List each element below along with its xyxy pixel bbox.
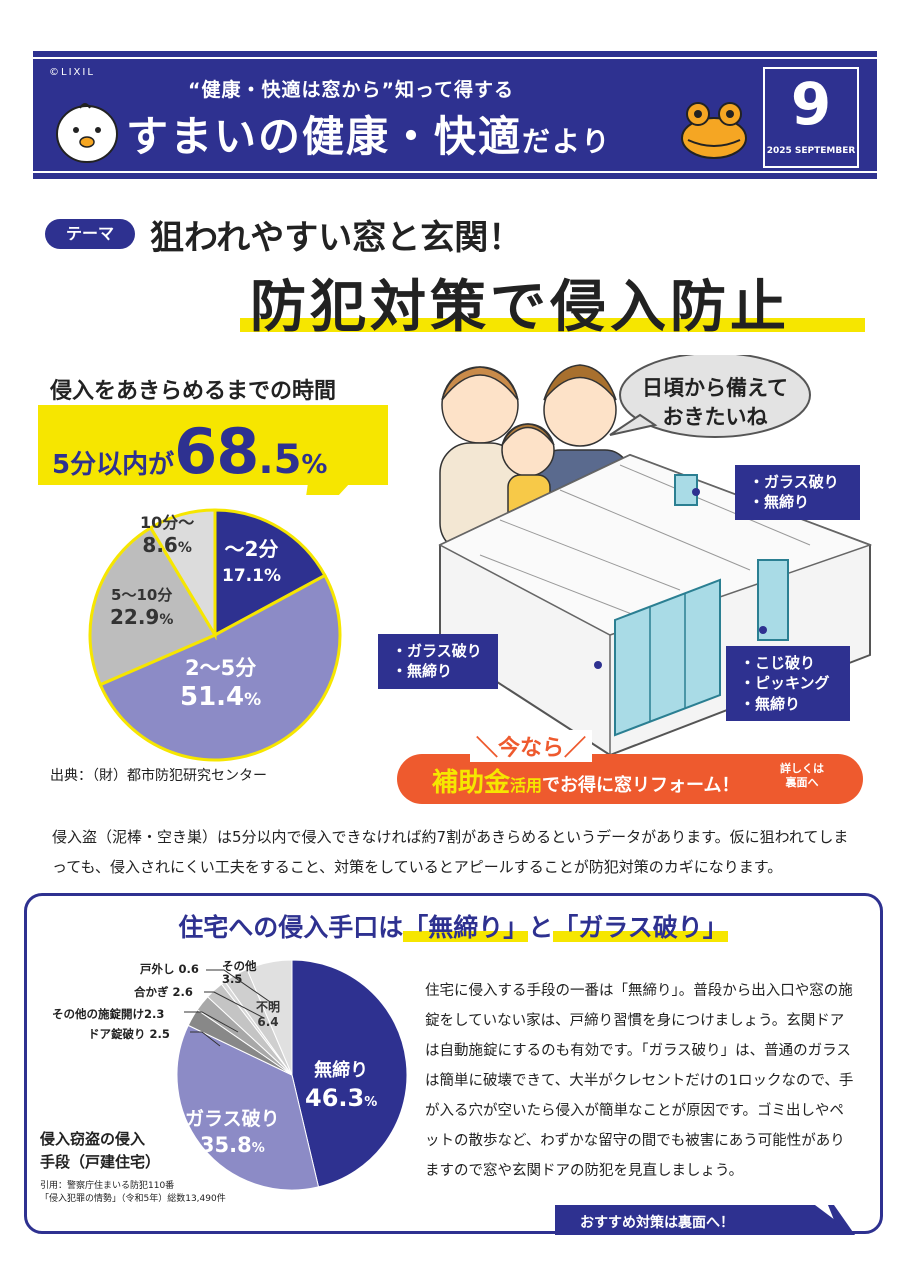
pie1-slice-2: [88, 525, 218, 687]
banner-text: 補助金活用でお得に窓リフォーム！: [432, 768, 740, 798]
frog-mascot-icon: [681, 102, 747, 159]
pie2-label-6: その他 3.5: [222, 959, 257, 986]
callout-box: [38, 405, 388, 495]
subsidy-banner[interactable]: [397, 754, 863, 804]
timing-pie-chart: [88, 508, 342, 762]
copyright: ©LIXIL: [49, 67, 95, 78]
method-pie-chart: [176, 959, 408, 1191]
tag-window-left: ・ガラス破り ・無締り: [378, 634, 498, 689]
pie2-leader-lines: [184, 969, 277, 1047]
recommend-text: おすすめ対策は裏面へ！: [580, 1215, 734, 1231]
timing-source: 出典：（財）都市防犯研究センター: [50, 768, 267, 784]
tag-door: ・こじ破り ・ピッキング ・無締り: [726, 646, 850, 721]
banner-detail: 詳しくは 裏面へ: [780, 762, 824, 790]
intro-paragraph: 侵入盗（泥棒・空き巣）は5分以内で侵入できなければ約7割があきらめるというデータ…: [52, 828, 849, 876]
pie1-slice-0: [213, 508, 327, 638]
bird-mascot-icon: [56, 103, 118, 163]
method-box-title: 住宅への侵入手口は「無締り」と「ガラス破り」: [178, 913, 728, 942]
pie1-label-0: ～2分 17.1%: [222, 537, 281, 586]
pie1-slice-1: [98, 573, 342, 762]
pie2-label-4: 合かぎ 2.6: [134, 985, 193, 999]
pie1-label-2: 5～10分 22.9%: [110, 586, 174, 629]
issue-box: [763, 67, 859, 168]
theme-highlight: [240, 318, 865, 332]
banner-imanara: ＼今なら／: [470, 730, 593, 762]
method-chart-caption: 侵入窃盗の侵入 手段（戸建住宅）: [40, 1130, 161, 1171]
header-subtitle: “健康・快適は窓から”知って得する: [188, 79, 515, 101]
method-body-text: 住宅に侵入する手段の一番は「無締り」。普段から出入口や窓の施錠をしていない家は、…: [425, 983, 854, 1179]
pie2-label-2: ドア錠破り 2.5: [88, 1027, 170, 1041]
issue-number: 9: [790, 70, 832, 138]
pie2-slice-7: [246, 959, 293, 1076]
theme-badge: テーマ: [45, 219, 135, 249]
pie2-label-5: 戸外し 0.6: [140, 962, 199, 976]
issue-date: 2025 SEPTEMBER: [766, 146, 856, 156]
pie2-label-3: その他の施錠開け2.3: [52, 1007, 165, 1021]
header-title: すまいの健康・快適だより: [126, 112, 612, 161]
method-source: 引用：警察庁住まいる防犯110番 「侵入犯罪の情勢」（令和5年）総数13,490…: [40, 1181, 226, 1204]
pie1-slice-3: [148, 508, 217, 641]
theme-title: 狙われやすい窓と玄関！: [150, 218, 523, 258]
pie2-label-0: 無締り 46.3%: [305, 1060, 378, 1112]
timing-heading: 侵入をあきらめるまでの時間: [50, 379, 337, 404]
header-rule-top: [33, 57, 877, 59]
pie1-label-1: 2～5分 51.4%: [180, 656, 262, 713]
pie1-label-3: 10分～ 8.6%: [140, 513, 195, 557]
speech-bubble-text: 日頃から備えて おきたいね: [642, 376, 788, 430]
pie2-slice-1: [176, 1024, 320, 1191]
pie2-label-7: 不明 6.4: [256, 1000, 281, 1029]
tag-window-top: ・ガラス破り ・無締り: [735, 465, 860, 520]
header-rule-bottom: [33, 171, 877, 173]
pie2-slice-0: [291, 959, 408, 1188]
recommend-tag[interactable]: [555, 1205, 855, 1235]
pie2-label-1: ガラス破り 35.8%: [185, 1108, 280, 1157]
theme-headline: 防犯対策で侵入防止: [250, 275, 790, 340]
method-box: [24, 893, 883, 1234]
callout-text: 5分以内が68.5%: [52, 415, 328, 488]
